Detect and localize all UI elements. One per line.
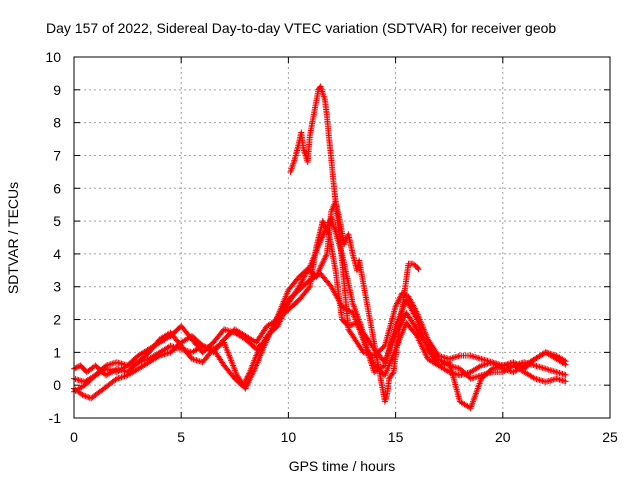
x-tick-label: 20 (495, 429, 511, 445)
data-track-markers (287, 83, 422, 405)
y-tick-label: 8 (53, 115, 61, 131)
y-tick-label: 0 (53, 377, 61, 393)
y-tick-label: 6 (53, 180, 61, 196)
y-tick-label: 1 (53, 344, 61, 360)
y-tick-label: 5 (53, 213, 61, 229)
axis-ticks: 0 5 10 15 20 25 -1 0 1 2 3 4 5 6 7 8 9 10 (45, 49, 618, 445)
y-tick-label: 10 (45, 49, 61, 65)
grid (74, 57, 610, 418)
data-series (71, 83, 569, 412)
data-track-markers (71, 198, 569, 389)
y-tick-label: -1 (49, 410, 62, 426)
x-tick-label: 15 (388, 429, 404, 445)
data-track-markers (71, 270, 569, 412)
plot-frame (73, 56, 611, 419)
x-tick-label: 10 (281, 429, 297, 445)
y-tick-label: 9 (53, 82, 61, 98)
x-tick-label: 0 (70, 429, 78, 445)
x-tick-label: 5 (177, 429, 185, 445)
y-axis-label: SDTVAR / TECUs (5, 182, 21, 294)
x-axis-label: GPS time / hours (289, 458, 396, 474)
chart-title: Day 157 of 2022, Sidereal Day-to-day VTE… (46, 20, 556, 36)
y-tick-label: 7 (53, 147, 61, 163)
y-tick-label: 3 (53, 279, 61, 295)
y-tick-label: 4 (53, 246, 61, 262)
x-tick-label: 25 (602, 429, 618, 445)
y-tick-label: 2 (53, 312, 61, 328)
